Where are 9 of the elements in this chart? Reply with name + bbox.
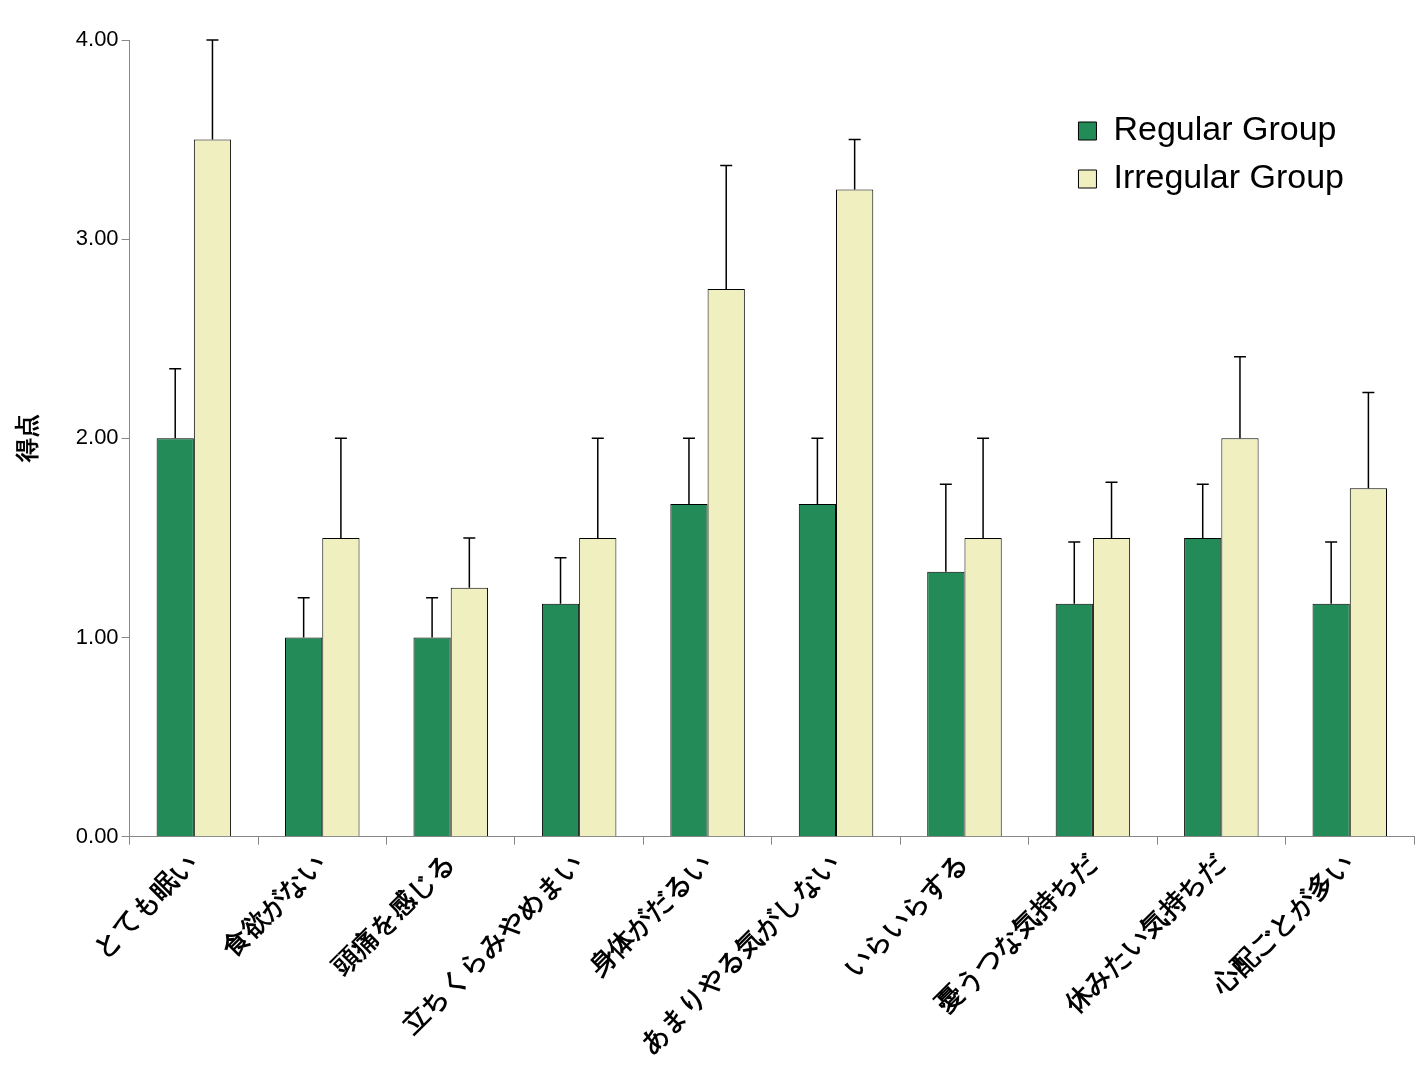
x-tick-label: とても眠い [87, 846, 204, 963]
legend-label: Regular Group [1113, 109, 1337, 148]
y-tick-label: 3.00 [75, 225, 119, 251]
y-tick-label: 0.00 [75, 822, 119, 848]
y-tick-label: 4.00 [75, 26, 119, 52]
y-axis-title: 得点 [13, 414, 41, 464]
y-tick-label: 1.00 [75, 623, 119, 649]
y-tick-label: 2.00 [75, 424, 119, 450]
legend-label: Irregular Group [1113, 157, 1344, 196]
